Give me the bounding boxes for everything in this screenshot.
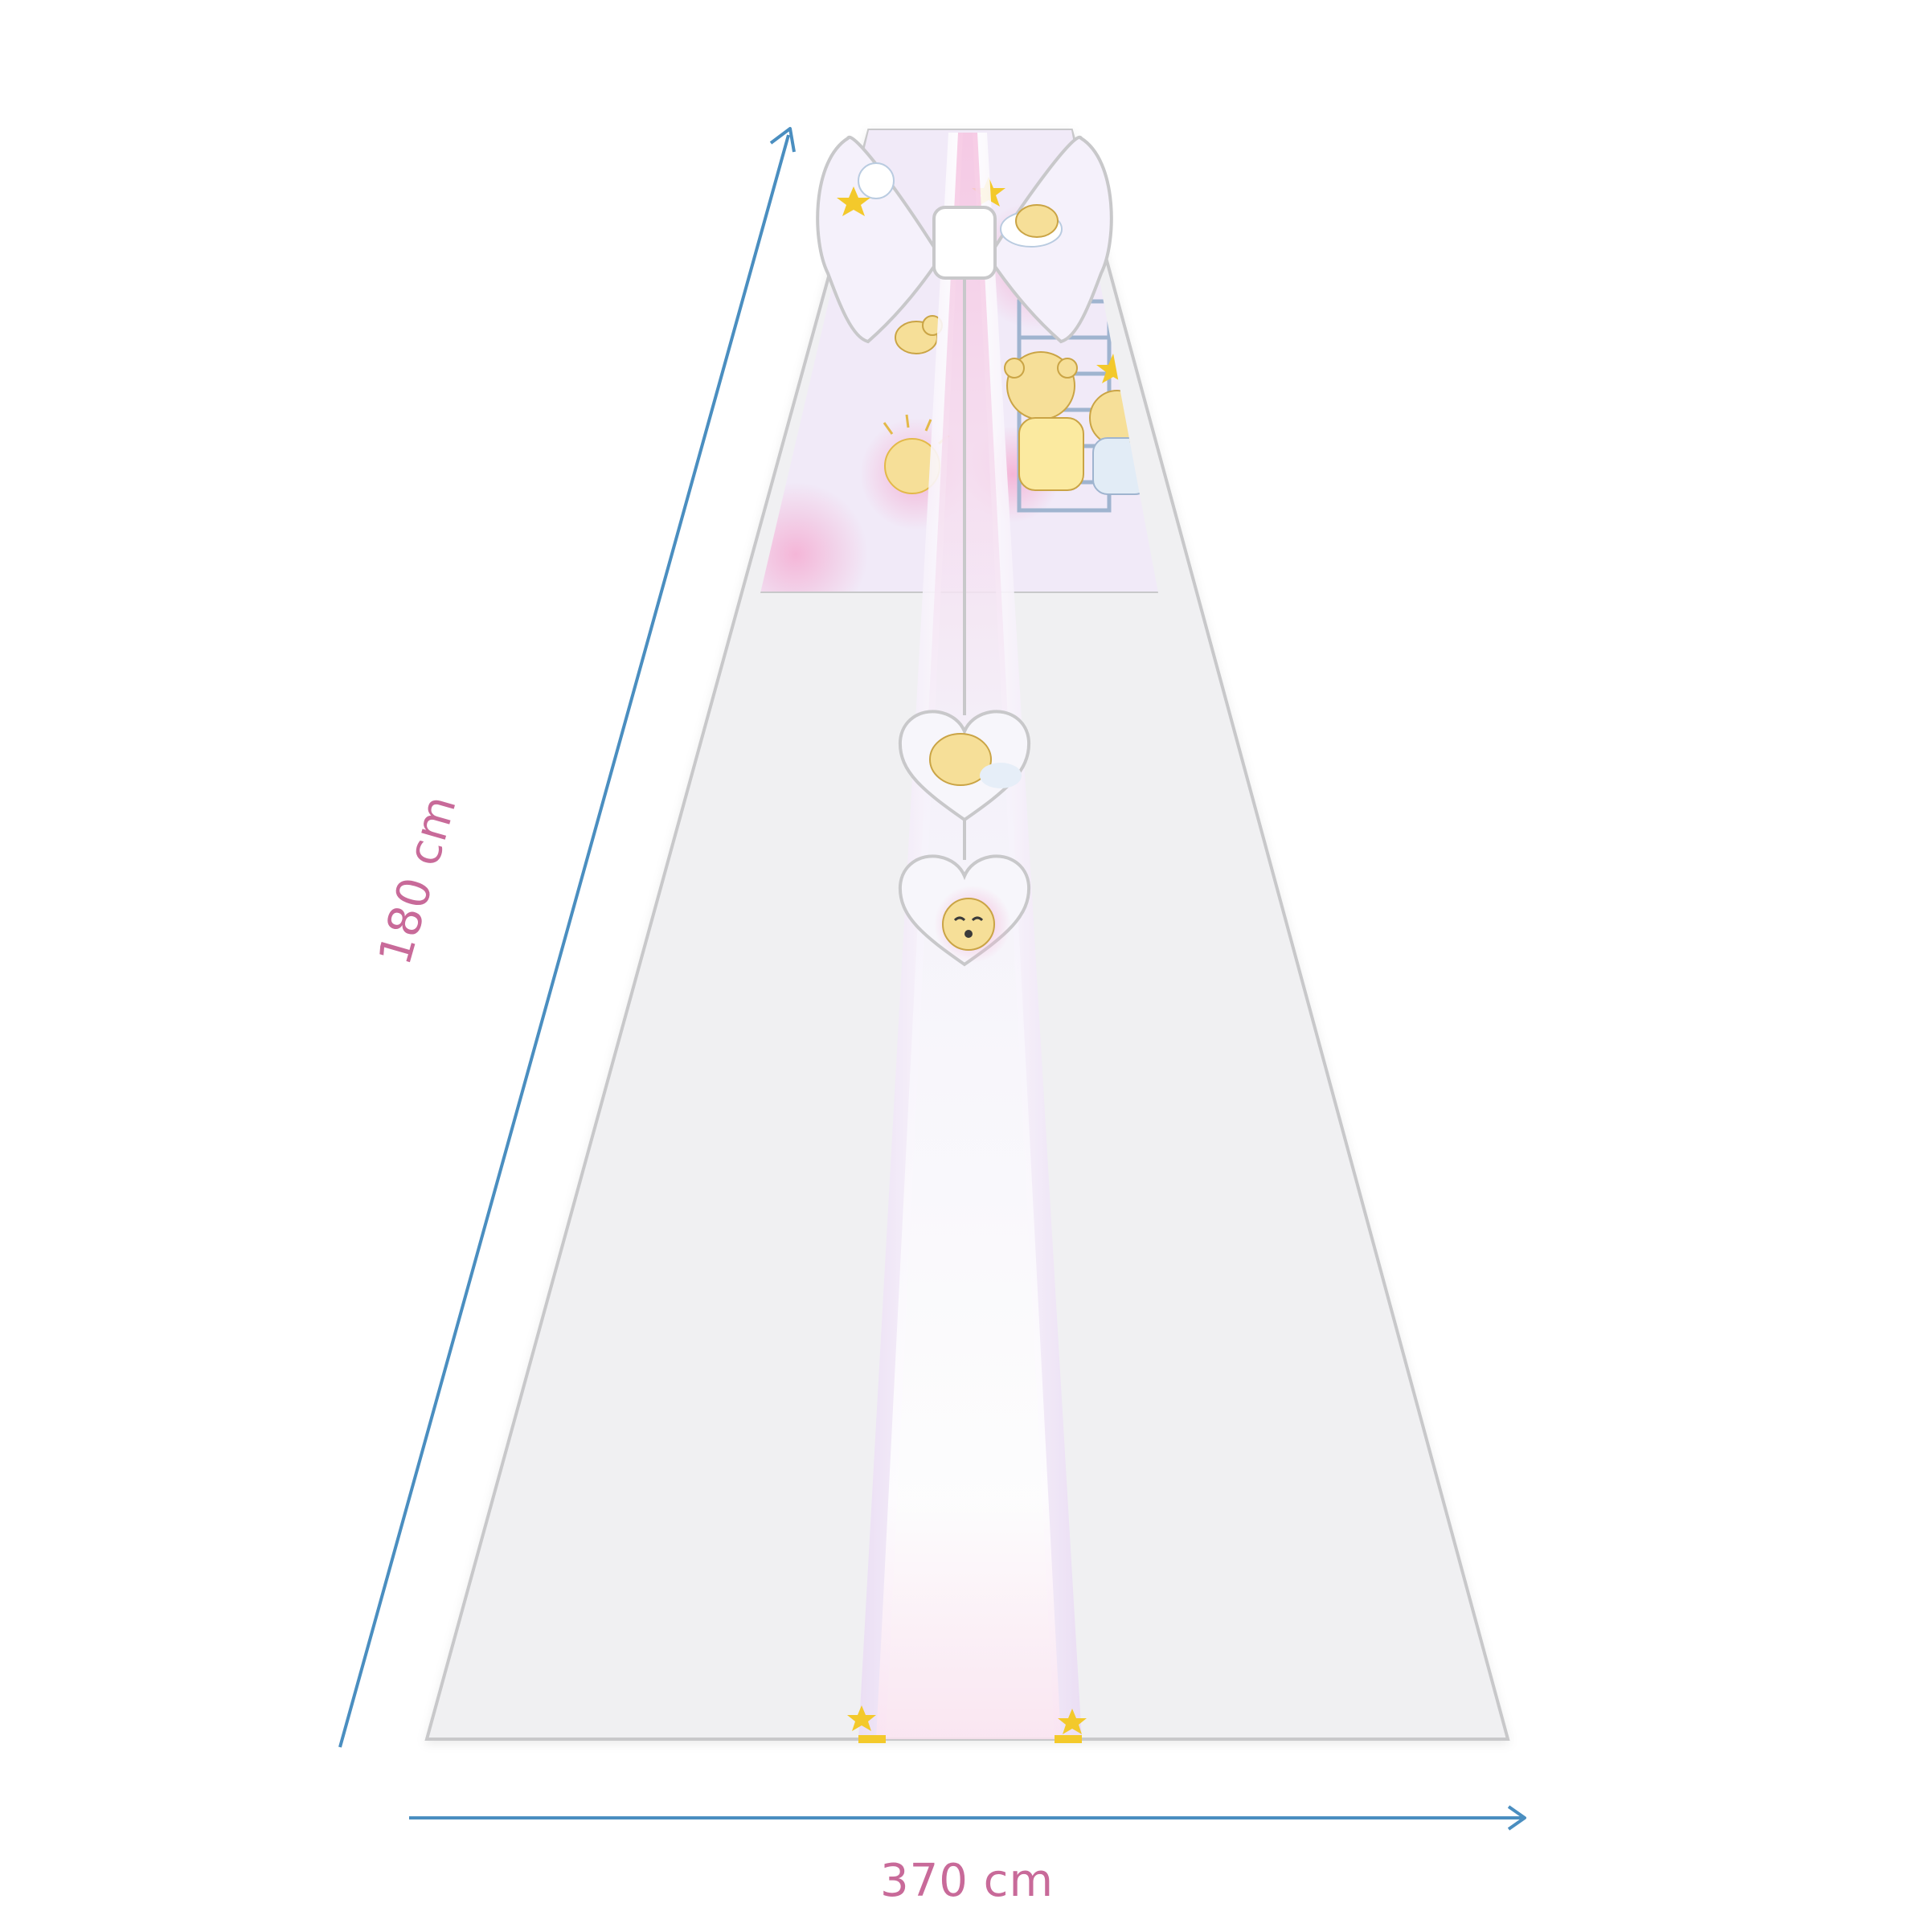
width-label: 370 cm xyxy=(880,1855,1054,1907)
bow-knot xyxy=(934,207,995,278)
width-dimension-arrow xyxy=(409,1807,1525,1829)
